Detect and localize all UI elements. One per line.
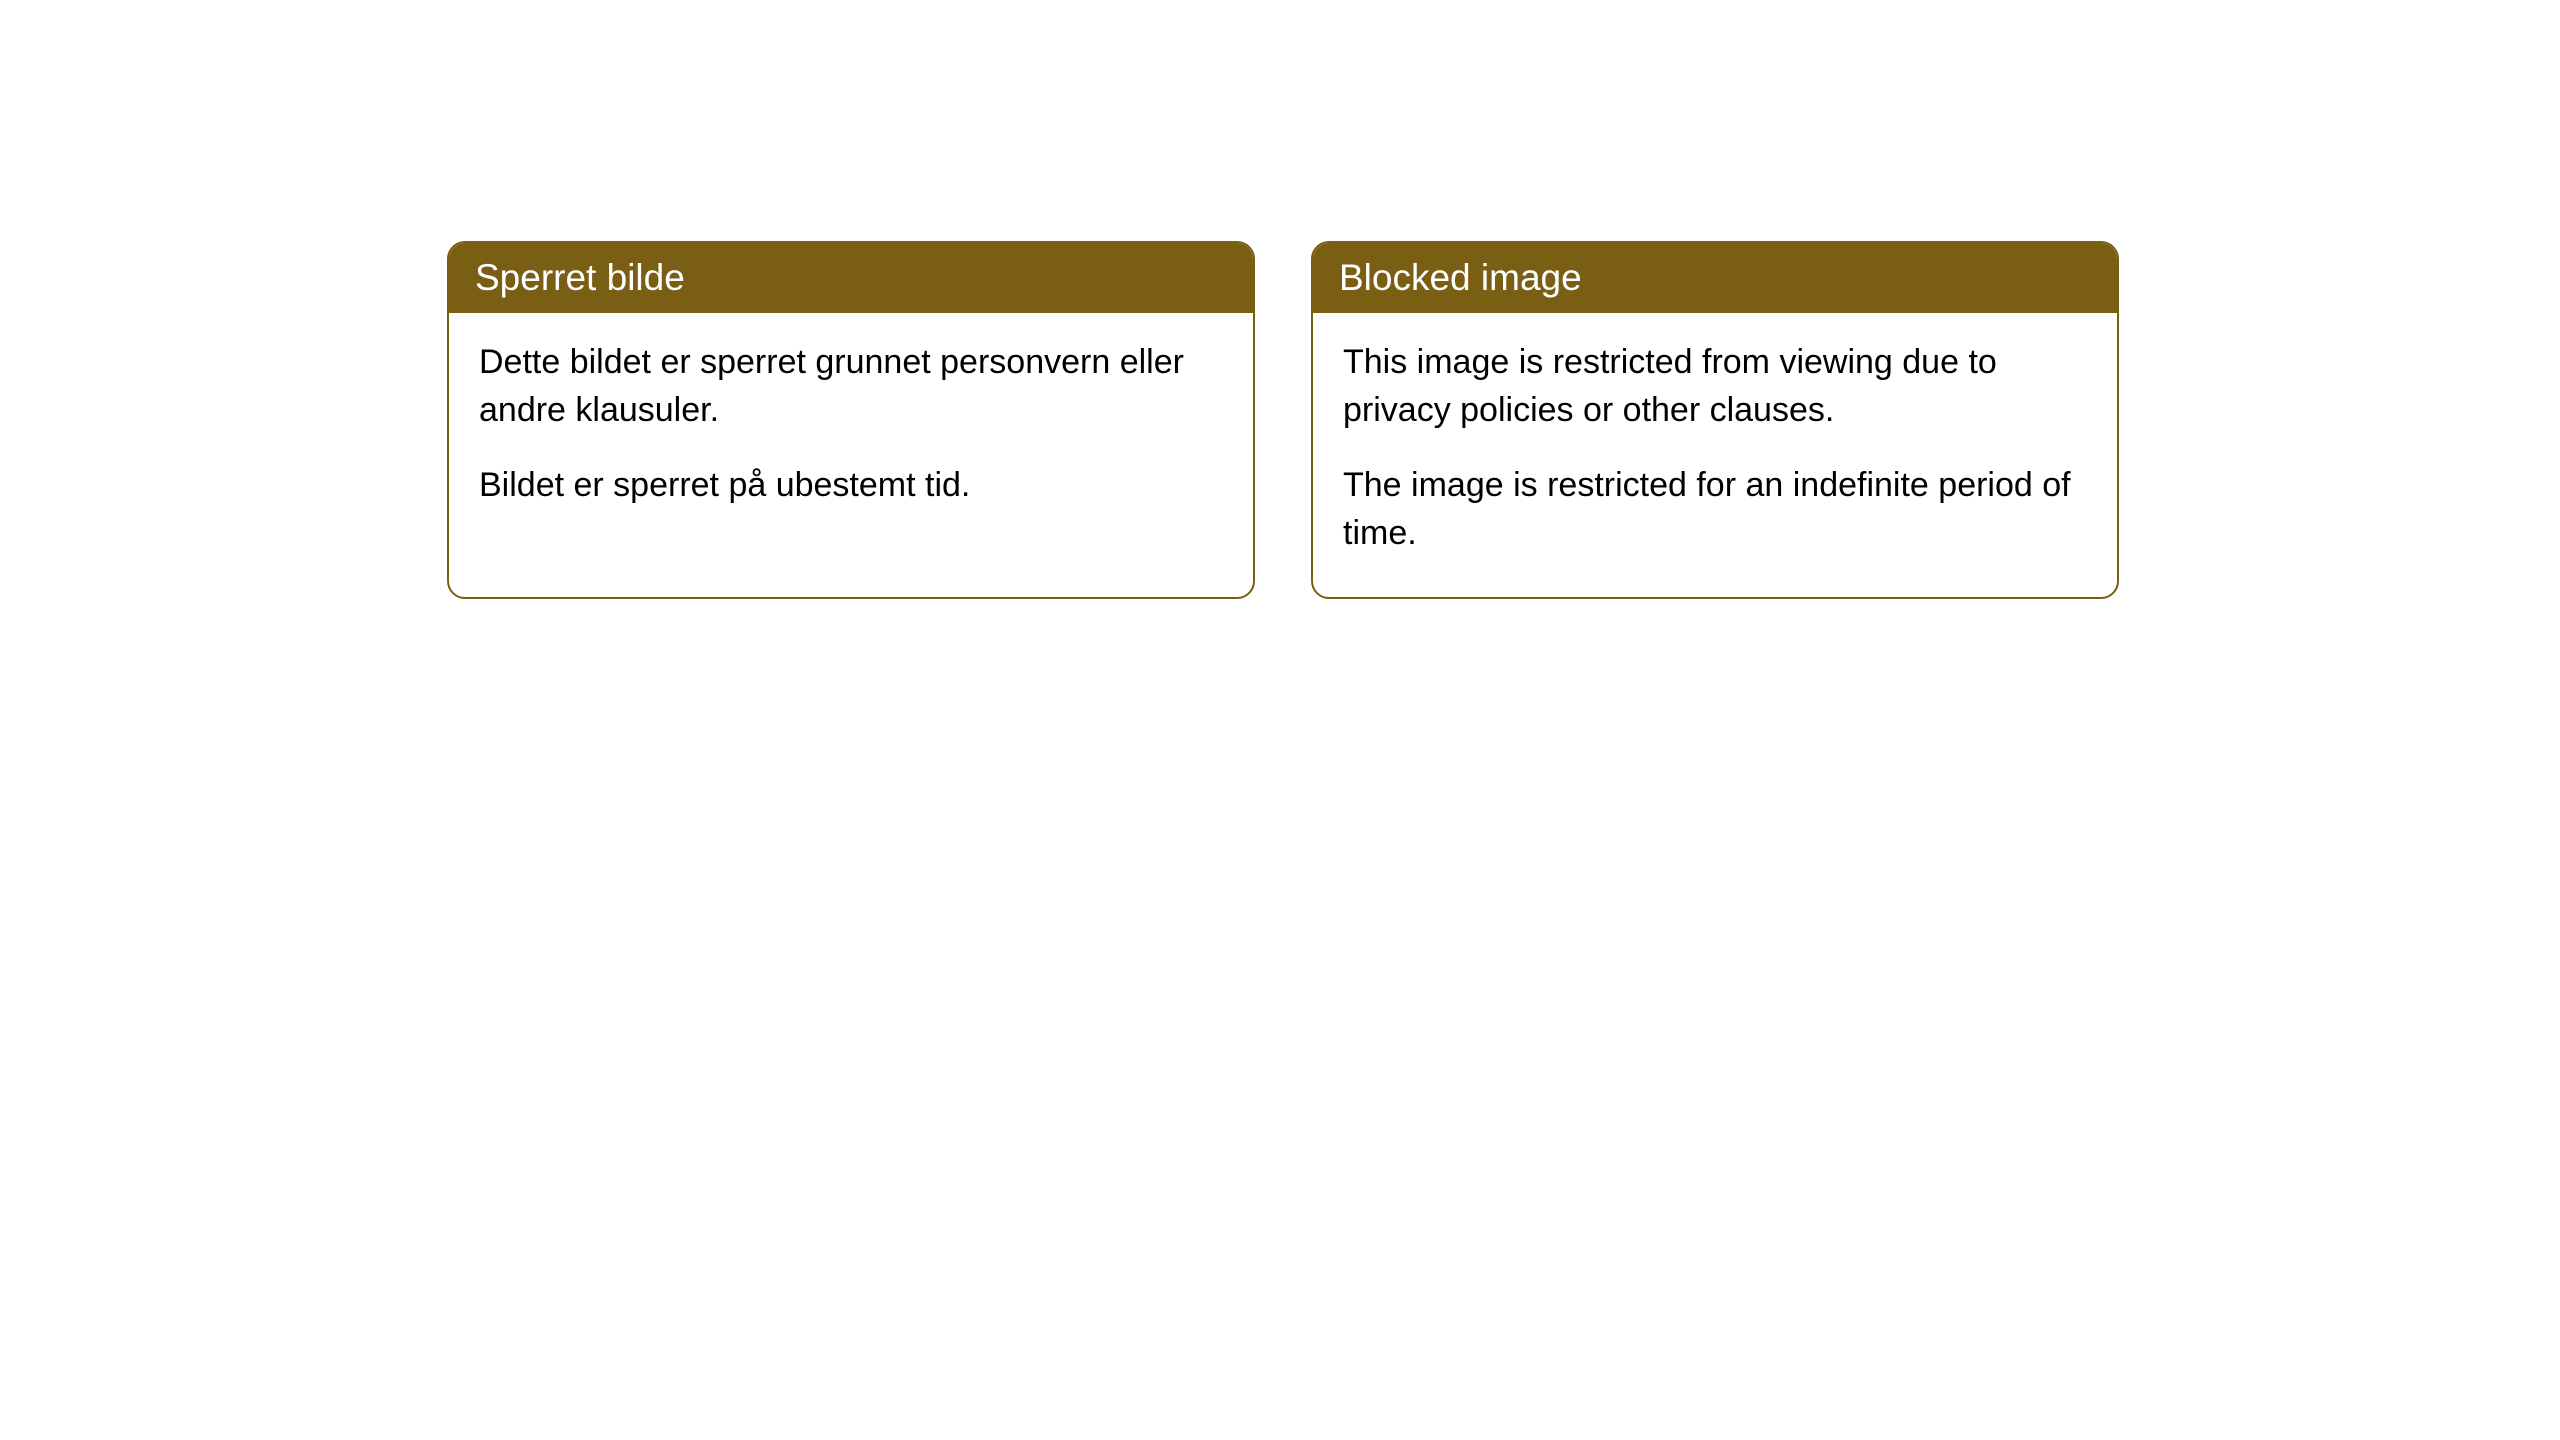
card-header-english: Blocked image	[1313, 243, 2117, 313]
card-title-norwegian: Sperret bilde	[475, 257, 685, 298]
card-body-english: This image is restricted from viewing du…	[1313, 313, 2117, 597]
card-paragraph2-english: The image is restricted for an indefinit…	[1343, 462, 2087, 557]
blocked-image-card-english: Blocked image This image is restricted f…	[1311, 241, 2119, 599]
blocked-image-card-norwegian: Sperret bilde Dette bildet er sperret gr…	[447, 241, 1255, 599]
card-paragraph2-norwegian: Bildet er sperret på ubestemt tid.	[479, 462, 1223, 510]
card-title-english: Blocked image	[1339, 257, 1582, 298]
notice-cards-container: Sperret bilde Dette bildet er sperret gr…	[447, 241, 2119, 599]
card-body-norwegian: Dette bildet er sperret grunnet personve…	[449, 313, 1253, 550]
card-paragraph1-english: This image is restricted from viewing du…	[1343, 339, 2087, 434]
card-paragraph1-norwegian: Dette bildet er sperret grunnet personve…	[479, 339, 1223, 434]
card-header-norwegian: Sperret bilde	[449, 243, 1253, 313]
